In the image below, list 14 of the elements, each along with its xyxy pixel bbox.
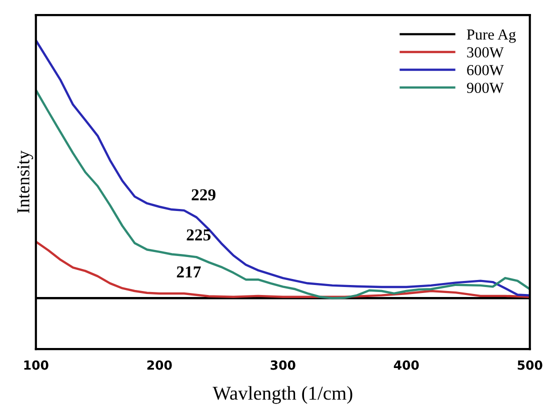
annotation: 217	[176, 266, 201, 278]
x-tick-label: 400	[394, 360, 419, 370]
x-tick-label: 200	[147, 360, 172, 370]
x-tick-label: 300	[270, 360, 296, 370]
legend-label: 900W	[466, 82, 504, 94]
legend-label: 300W	[467, 47, 504, 58]
x-tick-label: 100	[24, 360, 48, 370]
annotation: 225	[186, 229, 210, 241]
x-axis-title: Wavlength (1/cm)	[212, 386, 352, 404]
legend-label: 600W	[467, 64, 504, 76]
x-tick-label: 500	[518, 360, 542, 370]
y-axis-title: Intensity	[17, 150, 34, 213]
annotation: 229	[192, 189, 216, 200]
legend-label: Pure Ag	[466, 29, 516, 43]
